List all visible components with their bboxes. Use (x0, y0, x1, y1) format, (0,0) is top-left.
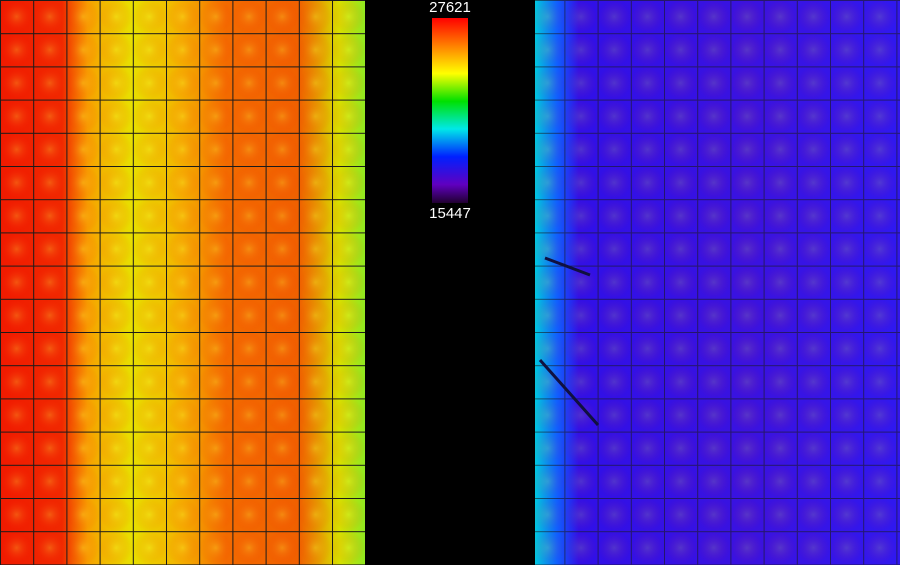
left-grid (0, 0, 365, 565)
artifact (538, 256, 600, 426)
colorbar-max: 27621 (429, 0, 471, 16)
right-grid (535, 0, 900, 565)
colorbar-min: 15447 (429, 205, 471, 222)
colorbar (432, 18, 468, 203)
